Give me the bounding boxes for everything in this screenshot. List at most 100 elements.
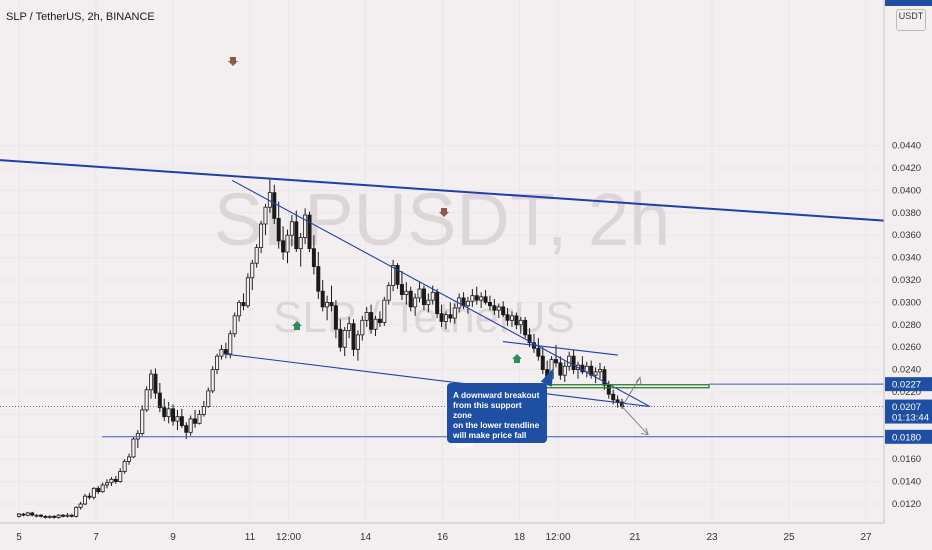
- price-tag: [885, 399, 932, 424]
- price-axis-tick-label: 0.0440: [892, 141, 921, 152]
- time-axis-tick-label: 14: [360, 532, 372, 543]
- candle-up: [479, 296, 484, 301]
- annotation-callout[interactable]: A downward breakout from this support zo…: [447, 383, 547, 450]
- candle-up: [404, 290, 409, 295]
- candle-down: [157, 392, 162, 409]
- candle-up: [430, 291, 435, 301]
- price-axis-tick-label: 0.0320: [892, 275, 921, 286]
- candle-down: [281, 240, 286, 253]
- candle-down: [351, 323, 356, 350]
- candle-up: [298, 237, 303, 250]
- price-axis-tick-label: 0.0300: [892, 297, 921, 308]
- candle-up: [452, 307, 457, 319]
- price-axis-tick-label: 0.0340: [892, 253, 921, 264]
- candle-down: [408, 290, 413, 308]
- candle-down: [96, 487, 101, 493]
- time-axis-tick-label: 27: [860, 532, 872, 543]
- candle-up: [364, 312, 369, 321]
- candle-up: [105, 482, 110, 486]
- candle-up: [597, 369, 602, 373]
- price-axis-tick-label: 0.0160: [892, 454, 921, 465]
- annotation-line: A downward breakout: [453, 390, 540, 400]
- price-axis-tick-label: 0.0280: [892, 320, 921, 331]
- candle-up: [567, 355, 572, 367]
- candle-down: [611, 393, 616, 401]
- candle-down: [241, 301, 246, 307]
- candlestick-series: [16, 179, 625, 519]
- candle-up: [245, 277, 250, 307]
- candle-up: [34, 514, 39, 517]
- candle-up: [201, 406, 206, 415]
- chart-title: SLP / TetherUS, 2h, BINANCE: [6, 11, 155, 23]
- arrow-markers: [228, 57, 522, 363]
- candle-up: [465, 300, 470, 307]
- price-axis[interactable]: [884, 0, 932, 550]
- price-tag: [885, 429, 932, 444]
- candle-down: [523, 319, 528, 336]
- annotation-line: on the lower trendline: [453, 420, 540, 430]
- candle-down: [184, 425, 189, 433]
- candle-up: [562, 365, 567, 376]
- down-arrow-marker: [228, 57, 238, 66]
- candle-up: [417, 288, 422, 299]
- candle-down: [223, 349, 228, 355]
- candle-up: [65, 514, 70, 517]
- candle-up: [118, 471, 123, 482]
- price-tag: [885, 377, 932, 392]
- time-axis-tick-label: 5: [16, 532, 22, 543]
- candle-up: [289, 221, 294, 236]
- time-axis-tick-label: 21: [629, 532, 641, 543]
- candle-down: [39, 514, 44, 517]
- candle-down: [52, 515, 57, 518]
- candle-up: [413, 297, 418, 308]
- candle-down: [43, 515, 48, 518]
- candle-down: [487, 301, 492, 307]
- candle-down: [171, 408, 176, 422]
- candle-up: [254, 247, 259, 264]
- candle-down: [369, 312, 374, 330]
- candle-down: [540, 355, 545, 371]
- time-axis[interactable]: [0, 523, 884, 550]
- candle-up: [197, 413, 202, 424]
- candle-up: [470, 295, 475, 302]
- candle-up: [259, 223, 264, 248]
- candle-down: [399, 284, 404, 295]
- candle-up: [219, 349, 224, 357]
- price-axis-tick-label: 0.0400: [892, 185, 921, 196]
- candle-up: [122, 461, 127, 472]
- price-axis-tick-label: 0.0380: [892, 208, 921, 219]
- price-tag-label: 0.0180: [892, 432, 921, 443]
- candle-up: [25, 512, 30, 516]
- price-axis-tick-label: 0.0120: [892, 499, 921, 510]
- candle-down: [69, 514, 74, 517]
- candle-down: [395, 265, 400, 285]
- candle-down: [615, 399, 620, 403]
- time-axis-tick-label: 12:00: [545, 532, 570, 543]
- currency-label[interactable]: USDT: [896, 9, 926, 31]
- price-axis-tick-label: 0.0140: [892, 477, 921, 488]
- candle-up: [391, 265, 396, 287]
- candle-down: [320, 290, 325, 308]
- candle-up: [166, 408, 171, 418]
- upper-trendline: [231, 179, 651, 408]
- candle-up: [215, 355, 220, 371]
- candle-up: [47, 515, 52, 518]
- candle-up: [373, 318, 378, 330]
- price-axis-tick-label: 0.0260: [892, 342, 921, 353]
- candle-up: [237, 301, 242, 317]
- candle-up: [74, 506, 79, 517]
- candle-up: [149, 373, 154, 391]
- candle-down: [113, 478, 118, 482]
- price-axis-tick-label: 0.0240: [892, 365, 921, 376]
- projection-down-arrow: [621, 406, 649, 435]
- candle-up: [360, 319, 365, 336]
- candle-down: [501, 306, 506, 316]
- candle-up: [228, 333, 233, 355]
- price-tag-label: 0.0227: [892, 380, 921, 391]
- candle-down: [272, 192, 277, 219]
- candle-down: [30, 512, 35, 516]
- candle-down: [311, 248, 316, 267]
